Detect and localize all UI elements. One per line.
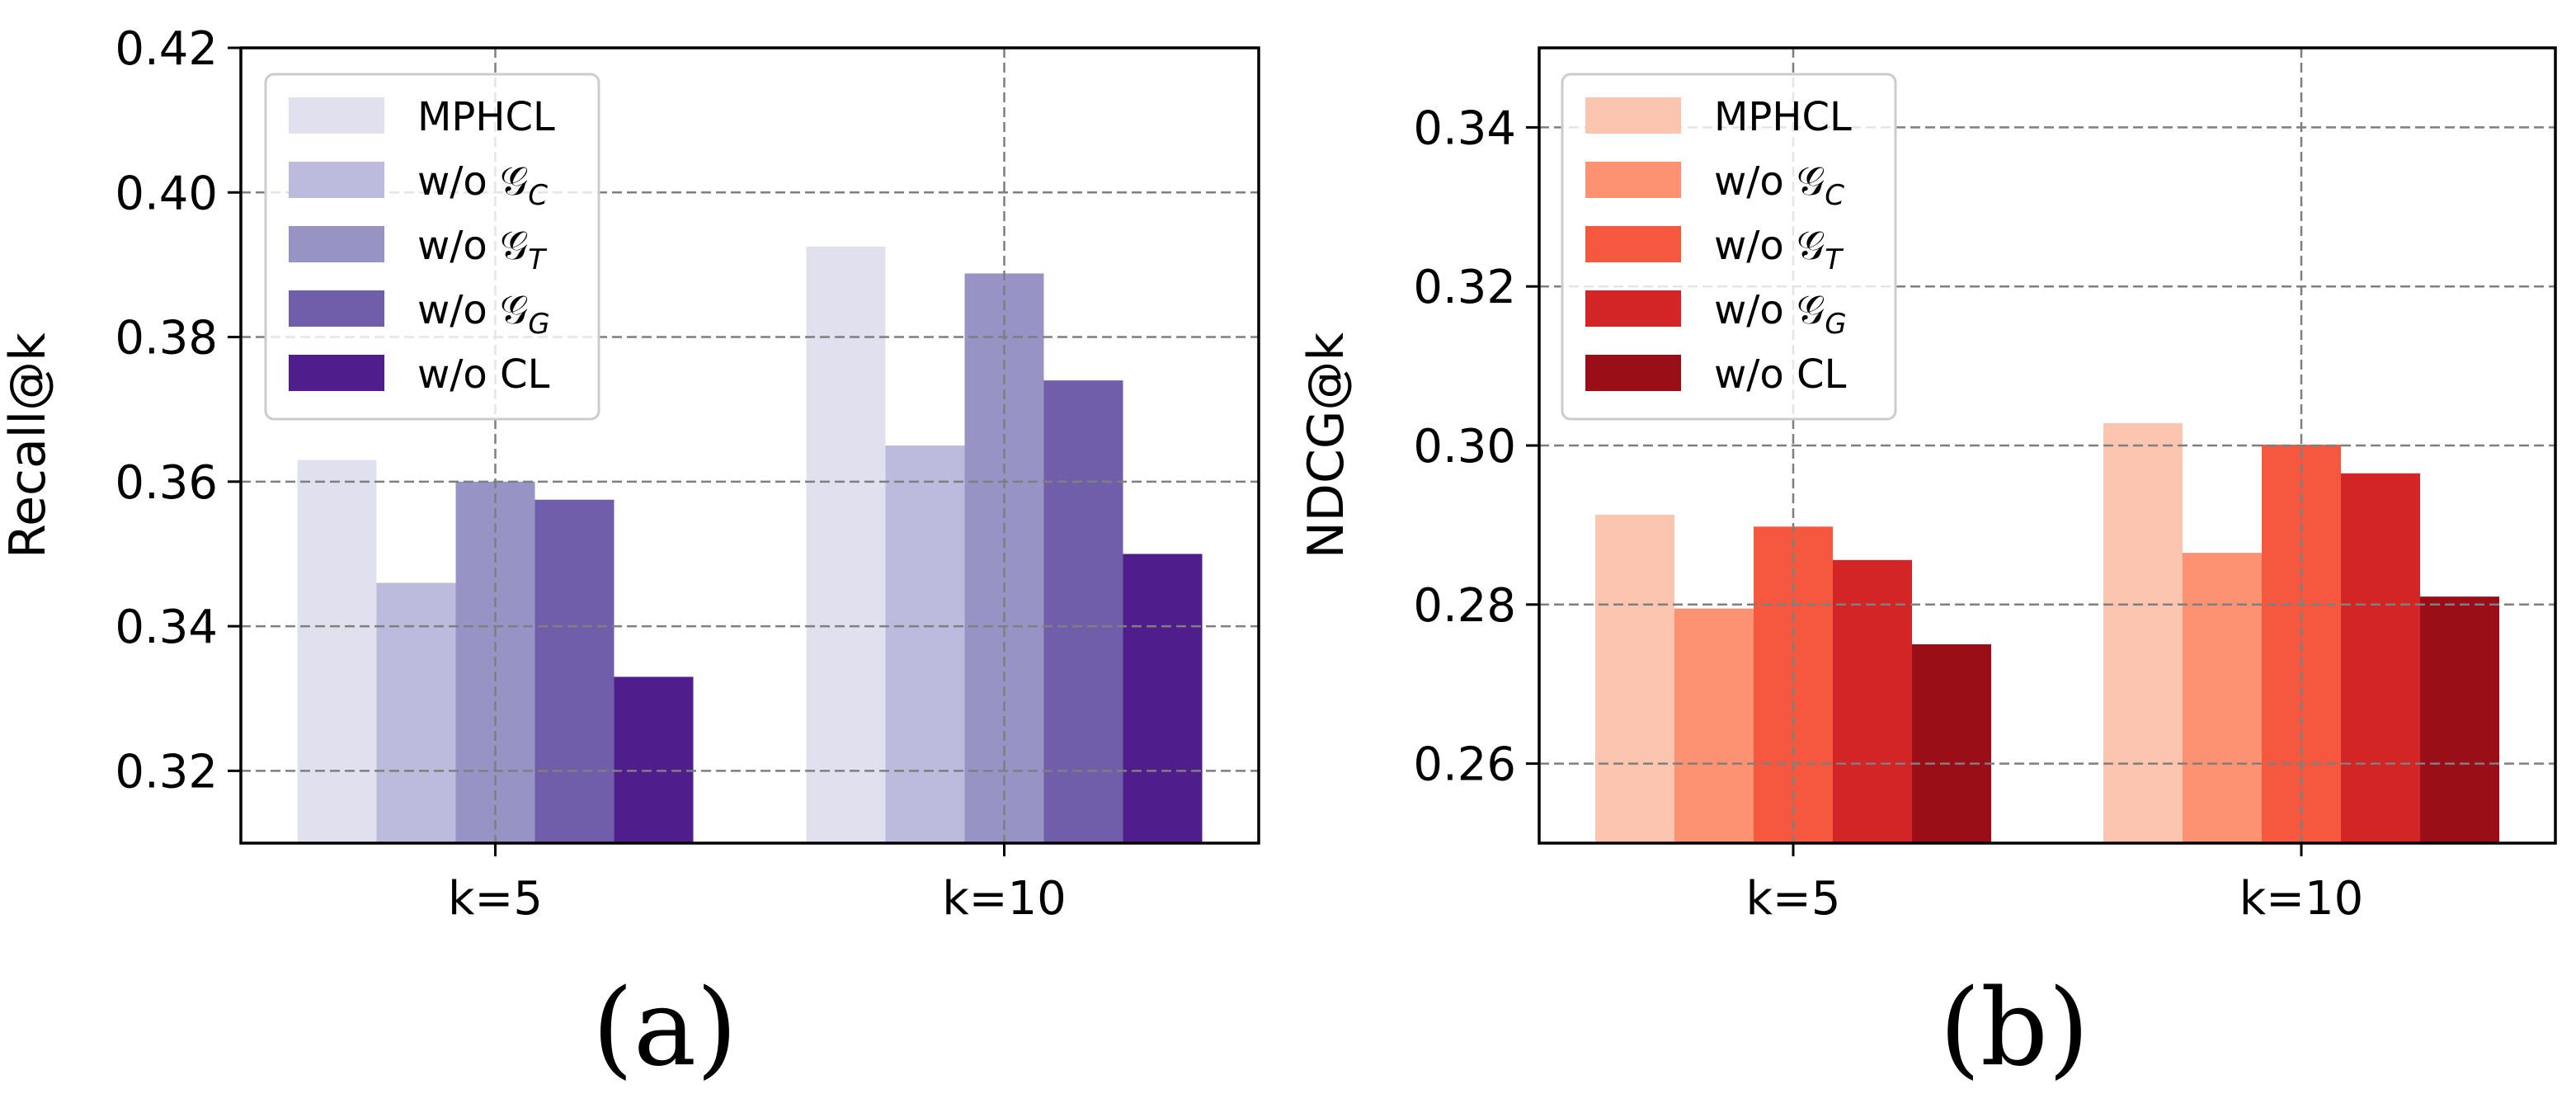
legend-frame (264, 73, 600, 421)
y-tick-label: 0.42 (115, 22, 218, 76)
legend-label-main: w/o 𝒢 (1714, 287, 1825, 333)
legend-label: w/o 𝒢G (1714, 287, 1847, 341)
legend-label-subscript: G (528, 308, 549, 341)
legend-label: MPHCL (1714, 94, 1852, 140)
bar-w-o-g-g-k5 (1833, 559, 1912, 843)
legend-swatch (1585, 162, 1681, 198)
bar-w-o-cl-k5 (1912, 644, 1991, 843)
bar-w-o-cl-k10 (2420, 596, 2499, 843)
x-tick-label: k=5 (1746, 872, 1841, 926)
legend-swatch (289, 97, 384, 134)
chart-b: 0.26 0.28 0.30 0.32 0.34 k=5 k=10 NDCG@k MPHCL w/… (1297, 46, 2557, 1090)
chart-caption: (a) (592, 967, 737, 1090)
legend-swatch (1585, 97, 1681, 134)
legend-label-main: MPHCL (417, 94, 555, 140)
legend-label-main: w/o 𝒢 (417, 158, 528, 205)
legend-label-main: w/o 𝒢 (1714, 223, 1825, 269)
legend-swatch (289, 290, 384, 327)
bar-w-o-g-c-k10 (2183, 553, 2262, 843)
legend-label-main: w/o CL (1714, 351, 1847, 398)
y-tick-label: 0.34 (115, 601, 218, 654)
y-tick-label: 0.26 (1413, 738, 1516, 792)
chart-a: 0.32 0.34 0.36 0.38 0.40 0.42 k=5 k=10 Recall@k M… (0, 22, 1260, 1090)
chart-caption: (b) (1939, 967, 2089, 1090)
bar-w-o-g-g-k10 (1043, 380, 1123, 843)
legend-label: w/o CL (417, 351, 550, 398)
y-axis-label: Recall@k (0, 332, 57, 559)
legend-swatch (1585, 290, 1681, 327)
bar-w-o-cl-k5 (614, 676, 694, 843)
bar-w-o-g-g-k10 (2341, 473, 2420, 843)
legend-label: w/o 𝒢G (417, 287, 550, 341)
legend-label-subscript: G (1825, 308, 1846, 341)
legend-label-main: w/o 𝒢 (417, 223, 528, 269)
y-tick-label: 0.32 (115, 745, 218, 799)
y-tick-label: 0.28 (1413, 579, 1516, 633)
legend-label-subscript: T (528, 243, 547, 276)
legend-label: w/o 𝒢C (1714, 158, 1844, 212)
bar-mphcl-k5 (1595, 514, 1674, 843)
y-tick-label: 0.38 (115, 312, 218, 365)
legend-label-main: MPHCL (1714, 94, 1852, 140)
legend-label-subscript: C (1825, 179, 1844, 212)
bar-w-o-g-g-k5 (535, 499, 615, 843)
y-tick-label: 0.32 (1413, 261, 1516, 314)
legend-swatch (1585, 355, 1681, 391)
legend-label-subscript: T (1825, 243, 1844, 276)
legend-label: w/o 𝒢T (1714, 223, 1844, 276)
legend-swatch (289, 355, 384, 391)
legend-label: w/o 𝒢C (417, 158, 548, 212)
legend-swatch (1585, 226, 1681, 262)
bar-w-o-g-c-k5 (1674, 608, 1754, 843)
bar-w-o-g-c-k5 (376, 582, 456, 843)
legend-label-subscript: C (528, 179, 548, 212)
legend-label-main: w/o CL (417, 351, 550, 398)
bar-mphcl-k5 (297, 460, 377, 843)
legend-frame (1561, 73, 1897, 421)
x-tick-label: k=5 (448, 872, 543, 926)
legend-label: MPHCL (417, 94, 555, 140)
legend-swatch (289, 226, 384, 262)
axes-frame (1538, 46, 2557, 845)
y-axis-label: NDCG@k (1297, 332, 1355, 559)
legend-label-main: w/o 𝒢 (417, 287, 528, 333)
x-tick-label: k=10 (2239, 872, 2364, 926)
x-tick-label: k=10 (942, 872, 1067, 926)
legend-label-main: w/o 𝒢 (1714, 158, 1825, 205)
y-tick-label: 0.40 (115, 167, 218, 220)
bar-w-o-g-c-k10 (885, 445, 965, 843)
y-tick-label: 0.34 (1413, 101, 1516, 155)
bar-mphcl-k10 (806, 247, 886, 843)
y-tick-label: 0.30 (1413, 420, 1516, 474)
legend-swatch (289, 162, 384, 198)
axes-frame (239, 46, 1260, 845)
bar-mphcl-k10 (2103, 423, 2183, 843)
y-tick-label: 0.36 (115, 456, 218, 510)
legend-label: w/o 𝒢T (417, 223, 547, 276)
legend-label: w/o CL (1714, 351, 1847, 398)
bar-w-o-cl-k10 (1123, 554, 1203, 843)
